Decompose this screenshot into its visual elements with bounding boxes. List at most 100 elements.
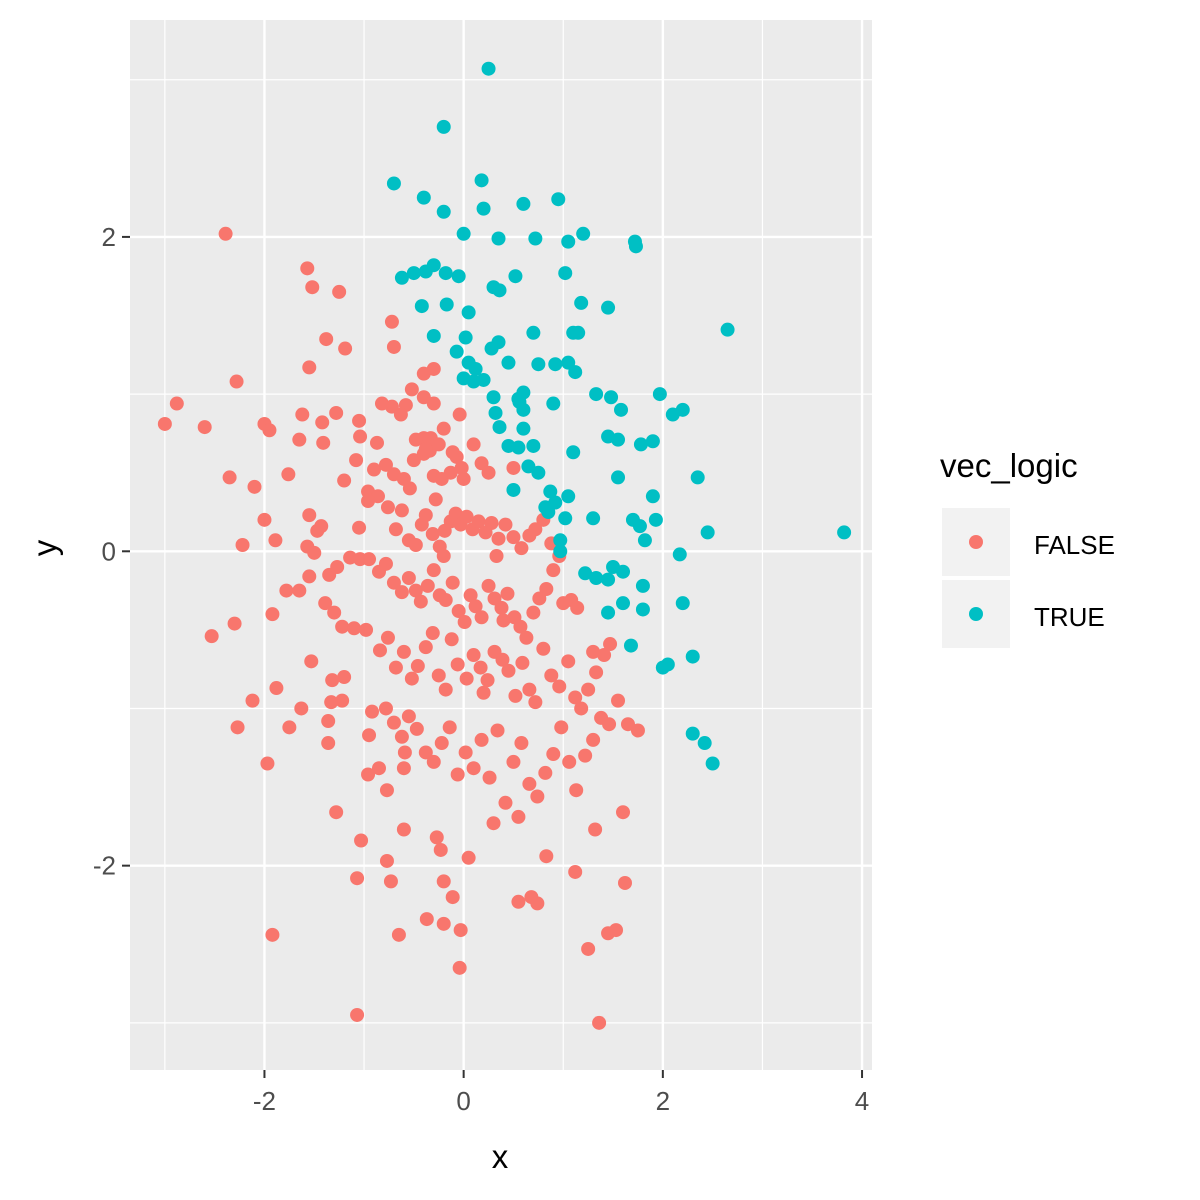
point-false [406, 453, 421, 468]
point-false [324, 695, 339, 710]
point-false [367, 462, 382, 477]
point-false [602, 717, 617, 732]
x-axis: -2 0 2 4 [253, 1070, 869, 1116]
point-false [466, 437, 481, 452]
point-true [645, 434, 660, 449]
point-false [617, 875, 632, 890]
point-false [335, 693, 350, 708]
point-false [401, 571, 416, 586]
point-false [436, 549, 451, 564]
point-true [700, 525, 715, 540]
point-false [457, 615, 472, 630]
point-true [652, 387, 667, 402]
point-false [305, 280, 320, 295]
point-false [519, 630, 534, 645]
point-false [262, 423, 277, 438]
point-true [690, 470, 705, 485]
point-false [461, 850, 476, 865]
point-false [292, 583, 307, 598]
point-false [425, 626, 440, 641]
point-true [449, 344, 464, 359]
point-false [597, 648, 612, 663]
point-true [426, 258, 441, 273]
point-true [571, 325, 586, 340]
point-false [227, 616, 242, 631]
point-false [247, 479, 262, 494]
point-false [374, 396, 389, 411]
point-false [630, 723, 645, 738]
point-false [436, 874, 451, 889]
y-tick-label: 0 [102, 536, 116, 566]
point-false [279, 583, 294, 598]
point-true [439, 297, 454, 312]
x-tick-label: 0 [456, 1086, 470, 1116]
point-false [544, 668, 559, 683]
y-axis-title: y [26, 539, 63, 556]
point-false [466, 648, 481, 663]
point-false [436, 916, 451, 931]
point-false [489, 549, 504, 564]
point-false [157, 416, 172, 431]
point-false [396, 644, 411, 659]
point-true [491, 231, 506, 246]
point-false [514, 736, 529, 751]
point-true [501, 355, 516, 370]
point-false [302, 569, 317, 584]
point-false [603, 637, 618, 652]
point-false [466, 761, 481, 776]
point-true [516, 196, 531, 211]
x-tick-label: 2 [656, 1086, 670, 1116]
point-true [416, 190, 431, 205]
point-false [352, 520, 367, 535]
point-true [601, 605, 616, 620]
point-true [516, 421, 531, 436]
point-false [302, 508, 317, 523]
point-false [620, 717, 635, 732]
point-false [589, 665, 604, 680]
point-false [318, 596, 333, 611]
point-false [204, 629, 219, 644]
point-false [391, 927, 406, 942]
point-false [404, 382, 419, 397]
point-true [837, 525, 852, 540]
point-false [578, 748, 593, 763]
point-false [481, 465, 496, 480]
point-false [552, 679, 567, 694]
point-false [332, 284, 347, 299]
series-true-points [386, 61, 852, 771]
point-false [304, 654, 319, 669]
point-false [561, 654, 576, 669]
point-false [396, 761, 411, 776]
point-false [393, 407, 408, 422]
point-false [568, 864, 583, 879]
point-true [551, 192, 566, 207]
point-true [546, 396, 561, 411]
point-false [463, 588, 478, 603]
point-true [526, 438, 541, 453]
point-false [330, 560, 345, 575]
point-false [388, 660, 403, 675]
point-false [498, 517, 513, 532]
point-false [361, 493, 376, 508]
point-false [431, 437, 446, 452]
point-false [402, 481, 417, 496]
point-false [486, 816, 501, 831]
point-false [321, 736, 336, 751]
point-false [481, 578, 496, 593]
point-false [235, 538, 250, 552]
point-false [319, 332, 334, 347]
point-false [354, 833, 369, 848]
point-false [396, 822, 411, 837]
point-false [350, 871, 365, 886]
point-false [260, 756, 275, 771]
point-true [461, 305, 476, 320]
legend-key-false [969, 535, 983, 549]
point-false [379, 853, 394, 868]
point-true [685, 649, 700, 664]
point-false [265, 607, 280, 622]
point-false [495, 652, 510, 667]
point-false [410, 659, 425, 674]
legend-label-false: FALSE [1034, 530, 1115, 560]
point-false [408, 583, 423, 598]
